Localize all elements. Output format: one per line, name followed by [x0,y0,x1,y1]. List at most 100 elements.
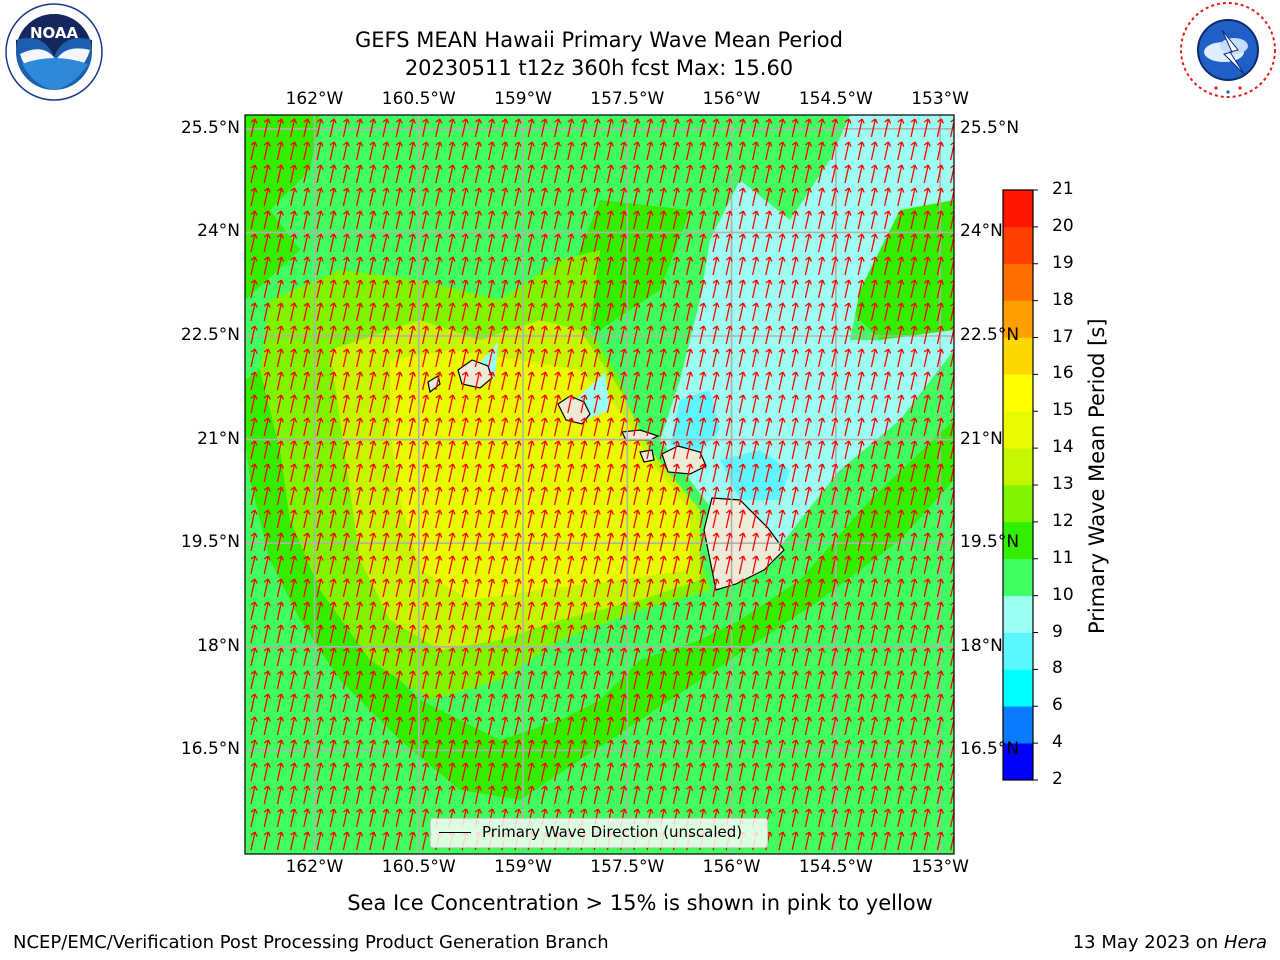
wave-arrow [355,739,364,759]
wave-arrow [751,624,760,644]
wave-arrow [804,348,812,368]
wave-arrow [382,601,390,621]
wave-arrow [567,348,575,368]
wave-arrow [619,785,628,805]
wave-arrow [316,348,324,368]
wave-arrow [355,440,364,460]
wave-arrow [382,233,390,253]
wave-arrow [765,670,773,690]
wave-arrow [487,440,496,460]
wave-arrow [633,532,641,552]
wave-arrow [870,187,878,207]
wave-arrow [844,670,852,690]
wave-arrow [619,279,628,299]
wave-arrow [408,785,416,805]
wave-arrow [699,279,707,299]
wave-arrow [514,187,522,207]
wave-arrow [817,486,826,506]
wave-arrow [646,302,654,322]
wave-arrow [316,463,324,483]
wave-arrow [580,532,588,552]
wave-arrow [567,325,575,345]
wave-arrow [897,601,905,621]
wave-arrow [369,187,377,207]
wave-arrow [672,279,680,299]
wave-arrow [778,141,786,161]
wave-arrow [567,279,575,299]
wave-arrow [646,118,654,138]
wave-arrow [329,808,337,828]
wave-arrow [870,463,878,483]
wave-arrow [897,624,905,644]
wave-arrow [870,532,878,552]
wave-arrow [514,348,522,368]
wave-arrow [461,233,469,253]
wave-arrow [474,532,482,552]
wave-arrow [725,739,733,759]
wave-arrow [487,532,496,552]
wave-arrow [619,486,628,506]
wave-arrow [382,578,390,598]
wave-arrow [712,463,720,483]
wave-arrow [910,601,918,621]
wave-arrow [936,555,944,575]
wave-arrow [303,440,311,460]
wave-arrow [461,647,469,667]
wave-arrow [897,164,905,184]
wave-arrow [738,325,746,345]
wave-arrow [883,118,892,138]
wave-arrow [421,670,430,690]
wave-arrow [250,578,258,598]
colorbar-tick-label: 14 [1052,437,1074,458]
wave-arrow [844,647,852,667]
wave-arrow [804,394,812,414]
wave-arrow [329,233,337,253]
wave-arrow [435,785,443,805]
wave-arrow [699,624,707,644]
wave-arrow [936,302,944,322]
map-legend: Primary Wave Direction (unscaled) [430,818,768,848]
wave-arrow [263,716,271,736]
wave-arrow [804,118,812,138]
wave-arrow [435,716,443,736]
wave-arrow [817,325,826,345]
wave-arrow [250,716,258,736]
wave-arrow [923,578,931,598]
wave-arrow [738,785,746,805]
wave-arrow [527,302,535,322]
wave-arrow [461,348,469,368]
wave-arrow [699,141,707,161]
wave-arrow [553,371,562,391]
wave-arrow [685,785,694,805]
wave-arrow [250,325,258,345]
wave-arrow [751,463,760,483]
wave-arrow [527,601,535,621]
wave-arrow [461,417,469,437]
wave-arrow [369,578,377,598]
wave-arrow [263,808,271,828]
wave-arrow [421,555,430,575]
wave-arrow [725,210,733,230]
wave-arrow [435,555,443,575]
wave-arrow [342,808,350,828]
wave-arrow [316,693,324,713]
wave-arrow [659,463,667,483]
tick-label: 162°W [285,89,344,109]
wave-arrow [382,647,390,667]
wave-arrow [289,578,298,598]
wave-arrow [844,256,852,276]
wave-arrow [659,233,667,253]
tick-label: 24°N [197,221,240,242]
wave-arrow [738,417,746,437]
map-frame [244,114,955,855]
wave-arrow [329,279,337,299]
wave-arrow [831,831,839,851]
wave-arrow [883,486,892,506]
wave-arrow [857,785,865,805]
wave-arrow [448,279,456,299]
wave-arrow [580,486,588,506]
wave-arrow [263,647,271,667]
wave-arrow [751,555,760,575]
wave-arrow [276,624,284,644]
wave-arrow [342,624,350,644]
